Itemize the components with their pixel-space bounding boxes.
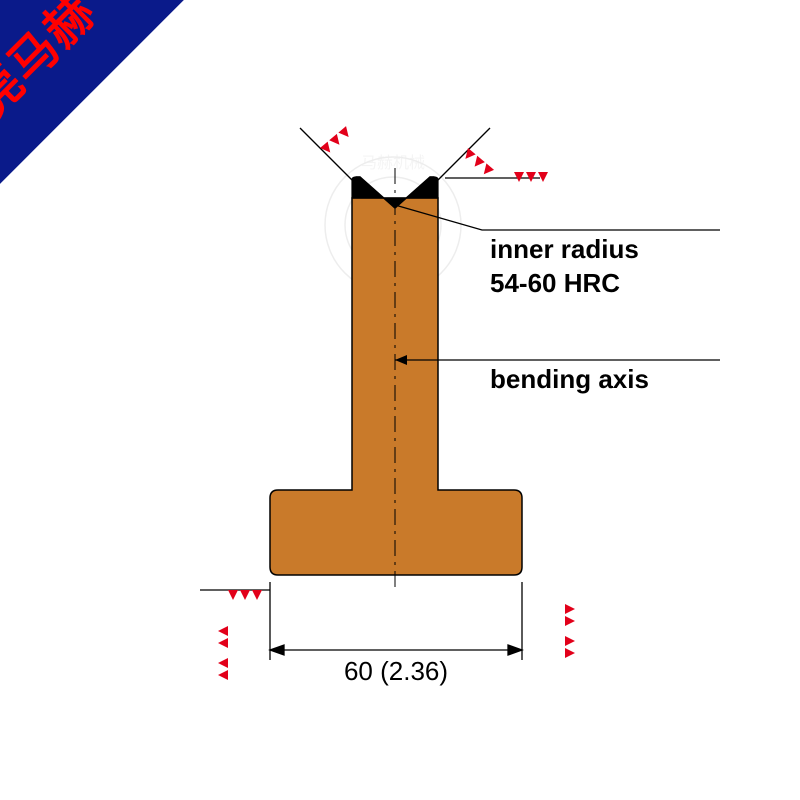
diagram-canvas: 抖音 马赫机械 inner radius 54-60 HRC bending a… [0,0,800,800]
die-profile [270,177,522,575]
bottom-dimension [270,582,522,660]
inner-radius-label-2: 54-60 HRC [490,268,620,298]
corner-banner: 东莞马赫 ® [0,0,262,318]
inner-radius-label-1: inner radius [490,234,639,264]
bottom-dimension-text: 60 (2.36) [344,656,448,686]
inner-radius-leader [395,205,720,230]
die-body [270,198,522,575]
bending-axis-label: bending axis [490,364,649,394]
watermark-ring-text: 马赫机械 [361,154,425,172]
